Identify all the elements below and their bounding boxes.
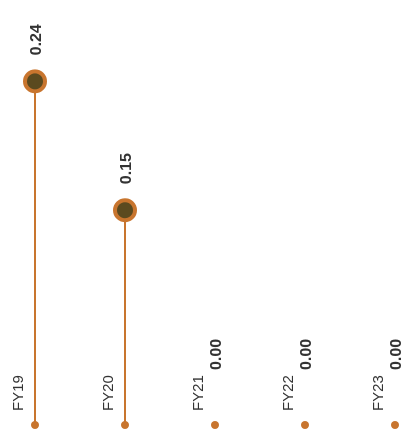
base-dot	[31, 421, 39, 429]
value-label: 0.00	[208, 339, 225, 370]
lollipop-head	[301, 421, 309, 429]
value-label: 0.00	[298, 339, 315, 370]
lollipop-head	[23, 69, 47, 94]
lollipop-head	[391, 421, 399, 429]
x-tick-label: FY23	[370, 375, 387, 411]
base-dot	[121, 421, 129, 429]
value-label: 0.00	[388, 339, 405, 370]
x-tick-label: FY19	[10, 375, 27, 411]
value-label: 0.24	[28, 24, 45, 55]
x-tick-label: FY20	[100, 375, 117, 411]
lollipop-head	[211, 421, 219, 429]
x-tick-label: FY21	[190, 375, 207, 411]
x-tick-label: FY22	[280, 375, 297, 411]
lollipop-head	[113, 198, 137, 223]
value-label: 0.15	[118, 153, 135, 184]
